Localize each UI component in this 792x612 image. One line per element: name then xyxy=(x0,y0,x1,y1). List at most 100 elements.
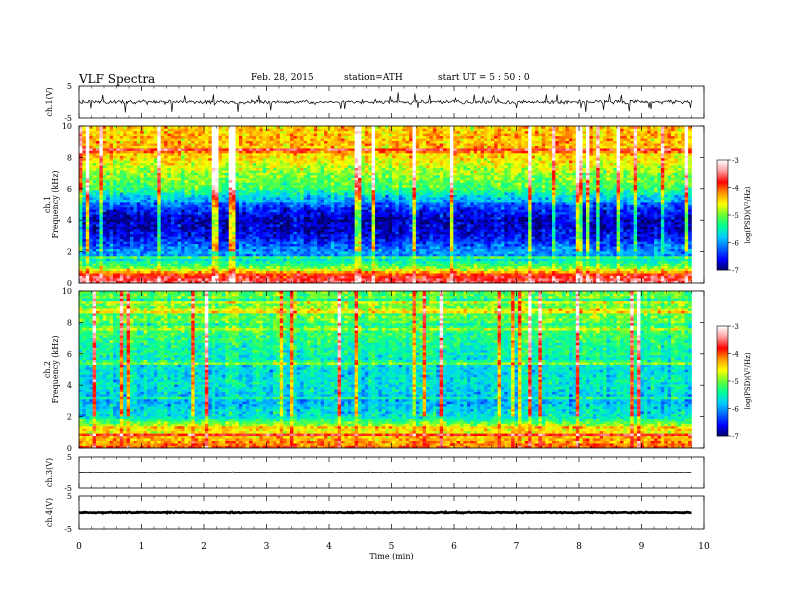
spectrogram-cell xyxy=(559,278,563,281)
spectrogram-cell xyxy=(283,278,287,281)
spectrogram-cell xyxy=(555,271,559,274)
spectrogram-cell xyxy=(229,271,233,274)
spectrogram-cell xyxy=(372,266,376,269)
spectrogram-cell xyxy=(106,263,110,266)
spectrogram-cell xyxy=(116,276,120,279)
spectrogram-cell xyxy=(613,276,617,279)
spectrogram-cell xyxy=(464,261,468,264)
spectrogram-cell xyxy=(321,268,325,271)
spectrogram-cell xyxy=(79,268,83,271)
spectrogram-cell xyxy=(178,266,182,269)
spectrogram-cell xyxy=(375,263,379,266)
spectrogram-cell xyxy=(467,273,471,276)
spectrogram-cell xyxy=(348,263,352,266)
spectrogram-cell xyxy=(572,276,576,279)
spectrogram-cell xyxy=(96,278,100,281)
spectrogram-cell xyxy=(487,278,491,281)
spectrogram-cell xyxy=(208,261,212,264)
spectrogram-cell xyxy=(416,271,420,274)
spectrogram-cell xyxy=(157,261,161,264)
spectrogram-cell xyxy=(202,266,206,269)
spectrogram-cell xyxy=(161,278,165,281)
spectrogram-cell xyxy=(270,276,274,279)
spectrogram-cell xyxy=(623,263,627,266)
spectrogram-cell xyxy=(222,278,226,281)
spectrogram-cell xyxy=(416,263,420,266)
spectrogram-cell xyxy=(120,261,124,264)
spectrogram-cell xyxy=(668,273,672,276)
spectrogram-cell xyxy=(426,271,430,274)
spectrogram-cell xyxy=(457,273,461,276)
spectrogram-cell xyxy=(515,273,519,276)
spectrogram-cell xyxy=(144,261,148,264)
spectrogram-cell xyxy=(545,268,549,271)
spectrogram-cell xyxy=(351,263,355,266)
spectrogram-cell xyxy=(361,276,365,279)
spectrogram-cell xyxy=(409,261,413,264)
spectrogram-cell xyxy=(494,263,498,266)
spectrogram-cell xyxy=(358,263,362,266)
spectrogram-cell xyxy=(440,266,444,269)
spectrogram-cell xyxy=(579,266,583,269)
spectrogram-cell xyxy=(419,266,423,269)
spectrogram-cell xyxy=(344,276,348,279)
spectrogram-cell xyxy=(501,273,505,276)
spectrogram-cell xyxy=(365,278,369,281)
spectrogram-cell xyxy=(481,273,485,276)
spectrogram-cell xyxy=(103,268,107,271)
spectrogram-cell xyxy=(378,268,382,271)
spectrogram-cell xyxy=(147,266,151,269)
spectrogram-cell xyxy=(239,266,243,269)
spectrogram-cell xyxy=(389,276,393,279)
spectrogram-cell xyxy=(219,266,223,269)
spectrogram-cell xyxy=(229,273,233,276)
spectrogram-cell xyxy=(552,278,556,281)
spectrogram-cell xyxy=(225,278,229,281)
spectrogram-cell xyxy=(222,263,226,266)
spectrogram-cell xyxy=(583,271,587,274)
spectrogram-cell xyxy=(508,268,512,271)
spectrogram-cell xyxy=(644,263,648,266)
spectrogram-cell xyxy=(685,276,689,279)
spectrogram-cell xyxy=(447,268,451,271)
spectrogram-cell xyxy=(249,266,253,269)
spectrogram-cell xyxy=(392,263,396,266)
spectrogram-cell xyxy=(617,278,621,281)
spectrogram-cell xyxy=(453,273,457,276)
spectrogram-cell xyxy=(436,278,440,281)
spectrogram-cell xyxy=(222,261,226,264)
spectrogram-cell xyxy=(504,273,508,276)
spectrogram-cell xyxy=(259,276,263,279)
spectrogram-cell xyxy=(566,263,570,266)
spectrogram-cell xyxy=(671,278,675,281)
spectrogram-cell xyxy=(617,263,621,266)
spectrogram-cell xyxy=(195,266,199,269)
spectrogram-cell xyxy=(606,276,610,279)
spectrogram-cell xyxy=(678,278,682,281)
spectrogram-cell xyxy=(361,271,365,274)
spectrogram-cell xyxy=(103,266,107,269)
spectrogram-cell xyxy=(532,276,536,279)
spectrogram-cell xyxy=(429,263,433,266)
spectrogram-cell xyxy=(634,278,638,281)
spectrogram-cell xyxy=(382,273,386,276)
spectrogram-cell xyxy=(464,268,468,271)
spectrogram-cell xyxy=(426,278,430,281)
spectrogram-cell xyxy=(259,271,263,274)
spectrogram-cell xyxy=(89,273,93,276)
spectrogram-cell xyxy=(150,266,154,269)
spectrogram-cell xyxy=(144,268,148,271)
spectrogram-cell xyxy=(406,263,410,266)
spectrogram-cell xyxy=(266,276,270,279)
spectrogram-cell xyxy=(395,271,399,274)
spectrogram-cell xyxy=(477,271,481,274)
spectrogram-cell xyxy=(327,273,331,276)
spectrogram-cell xyxy=(596,276,600,279)
spectrogram-cell xyxy=(263,271,267,274)
spectrogram-cell xyxy=(433,263,437,266)
spectrogram-cell xyxy=(464,276,468,279)
spectrogram-cell xyxy=(515,271,519,274)
spectrogram-cell xyxy=(212,268,216,271)
spectrogram-cell xyxy=(198,266,202,269)
spectrogram-cell xyxy=(110,278,114,281)
